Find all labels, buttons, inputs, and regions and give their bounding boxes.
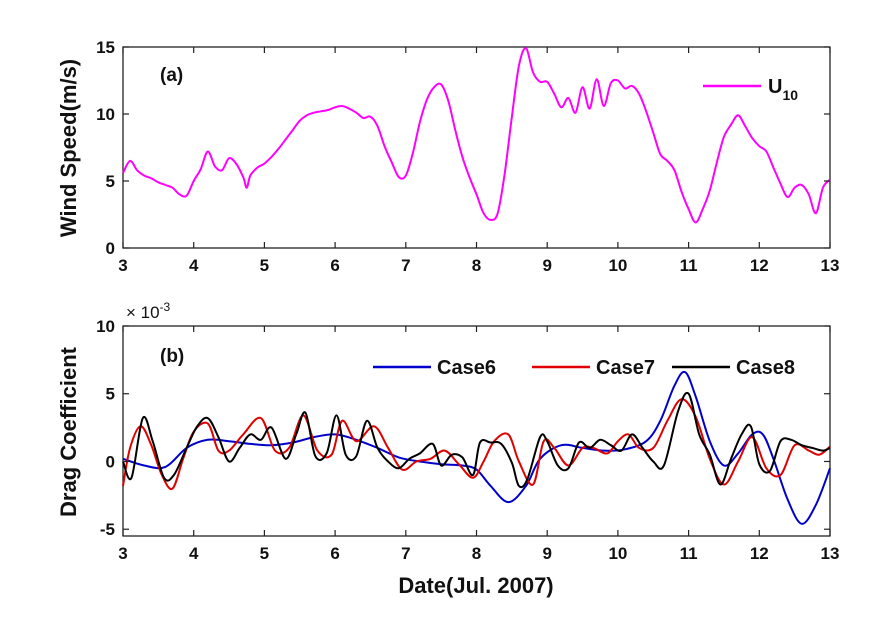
y-tick-label: 15 bbox=[96, 38, 115, 57]
y-tick-label: 0 bbox=[106, 452, 115, 471]
series-line-case7 bbox=[122, 398, 831, 491]
panel-a-frame bbox=[122, 46, 831, 249]
panel-b-series-group bbox=[122, 370, 831, 525]
x-tick-label: 6 bbox=[330, 544, 339, 563]
panel-b-exponent-base: × 10 bbox=[126, 303, 160, 322]
y-tick-label: 5 bbox=[106, 172, 115, 191]
x-tick-label: 9 bbox=[542, 256, 551, 275]
panel-a-legend: U10 bbox=[703, 76, 798, 103]
panel-b-drag-coefficient: 3 4 5 6 7 8 9 10 11 12 13 -5 0 5 10 × 10-3 (b) Drag C… bbox=[56, 300, 839, 598]
panel-b-y-axis-label: Drag Coefficient bbox=[56, 346, 81, 517]
x-tick-label: 12 bbox=[750, 544, 769, 563]
y-tick-label: -5 bbox=[100, 520, 115, 539]
panel-a-y-ticks: 0 5 10 15 bbox=[96, 38, 830, 258]
y-tick-label: 5 bbox=[106, 385, 115, 404]
panel-b-label: (b) bbox=[160, 346, 184, 367]
x-tick-label: 6 bbox=[330, 256, 339, 275]
y-tick-label: 10 bbox=[96, 105, 115, 124]
panel-b-x-ticks: 3 4 5 6 7 8 9 10 11 12 13 bbox=[118, 326, 839, 563]
legend-label-u10-subscript: 10 bbox=[782, 87, 798, 103]
panel-a-y-axis-label: Wind Speed(m/s) bbox=[56, 59, 81, 237]
y-tick-label: 0 bbox=[106, 239, 115, 258]
x-tick-label: 11 bbox=[680, 544, 698, 563]
x-tick-label: 7 bbox=[401, 544, 410, 563]
panel-b-legend: Case6 Case7 Case8 bbox=[373, 357, 795, 379]
x-tick-label: 4 bbox=[189, 256, 199, 275]
panel-a-x-ticks: 3 4 5 6 7 8 9 10 11 12 13 bbox=[118, 47, 839, 275]
x-tick-label: 4 bbox=[189, 544, 199, 563]
panel-b-y-ticks: -5 0 5 10 bbox=[96, 317, 830, 539]
x-tick-label: 5 bbox=[260, 256, 269, 275]
series-line-case6 bbox=[122, 370, 831, 525]
panel-a-label: (a) bbox=[160, 65, 183, 86]
x-tick-label: 3 bbox=[118, 256, 127, 275]
x-tick-label: 12 bbox=[750, 256, 769, 275]
legend-label-case6: Case6 bbox=[437, 357, 496, 379]
x-tick-label: 9 bbox=[542, 544, 551, 563]
x-tick-label: 5 bbox=[260, 544, 269, 563]
x-tick-label: 3 bbox=[118, 544, 127, 563]
panel-b-exponent-power: -3 bbox=[160, 300, 171, 314]
x-tick-label: 13 bbox=[821, 544, 840, 563]
panel-b-exponent: × 10-3 bbox=[126, 300, 171, 322]
x-tick-label: 13 bbox=[821, 256, 840, 275]
legend-label-case8: Case8 bbox=[736, 357, 795, 379]
series-line-u10 bbox=[122, 47, 831, 224]
x-tick-label: 10 bbox=[608, 544, 627, 563]
panel-a-wind-speed: 3 4 5 6 7 8 9 10 11 12 13 0 5 10 15 (a) Wind Speed(m/… bbox=[56, 38, 839, 275]
x-tick-label: 10 bbox=[608, 256, 627, 275]
panel-a-series-group bbox=[122, 47, 831, 224]
x-tick-label: 11 bbox=[680, 256, 698, 275]
x-tick-label: 8 bbox=[472, 544, 481, 563]
x-tick-label: 8 bbox=[472, 256, 481, 275]
series-line-case8 bbox=[122, 391, 831, 489]
y-tick-label: 10 bbox=[96, 317, 115, 336]
x-axis-label: Date(Jul. 2007) bbox=[398, 573, 553, 598]
legend-label-case7: Case7 bbox=[596, 357, 655, 379]
legend-label-u10-main: U bbox=[768, 76, 782, 98]
legend-label-u10: U10 bbox=[768, 76, 798, 103]
x-tick-label: 7 bbox=[401, 256, 410, 275]
